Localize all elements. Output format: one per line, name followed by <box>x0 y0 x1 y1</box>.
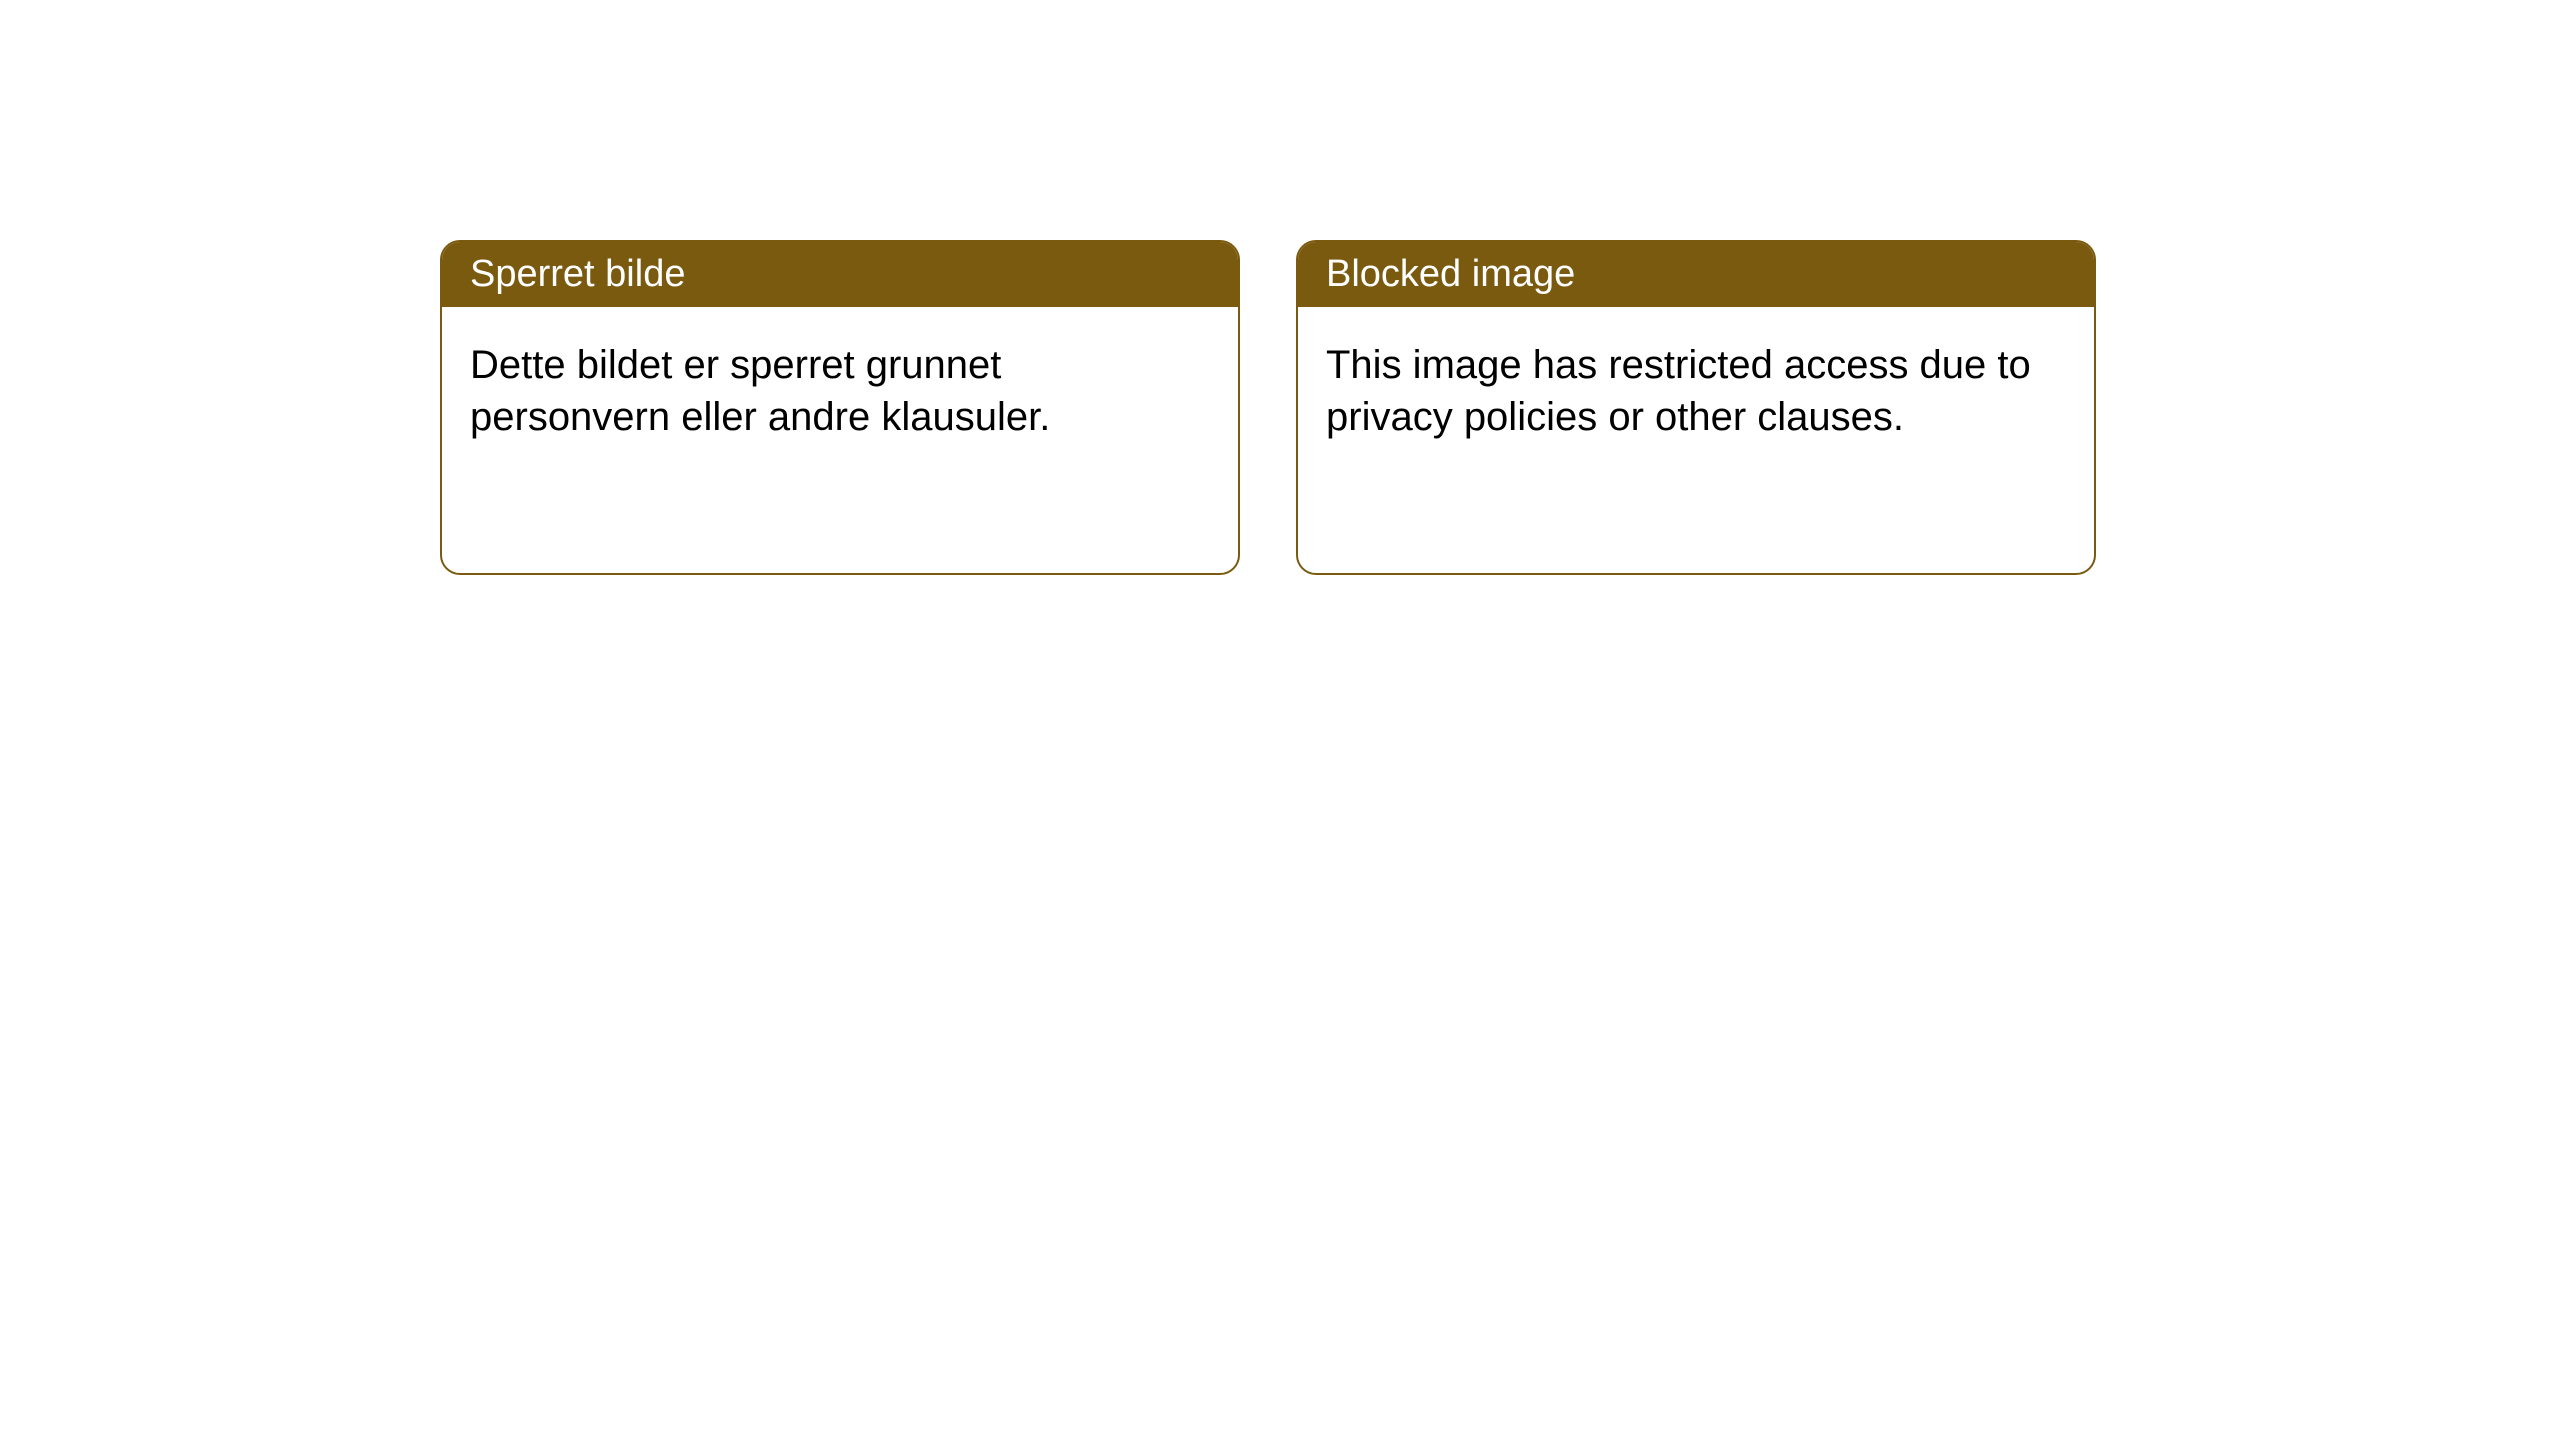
notice-body-english: This image has restricted access due to … <box>1298 307 2094 475</box>
notice-box-english: Blocked image This image has restricted … <box>1296 240 2096 575</box>
notice-header-english: Blocked image <box>1298 242 2094 307</box>
notice-box-norwegian: Sperret bilde Dette bildet er sperret gr… <box>440 240 1240 575</box>
notice-header-norwegian: Sperret bilde <box>442 242 1238 307</box>
notice-container: Sperret bilde Dette bildet er sperret gr… <box>440 240 2096 575</box>
notice-body-norwegian: Dette bildet er sperret grunnet personve… <box>442 307 1238 475</box>
